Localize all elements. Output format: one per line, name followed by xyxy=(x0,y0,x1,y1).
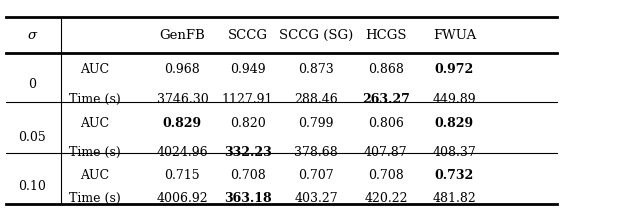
Text: HCGS: HCGS xyxy=(365,29,406,42)
Text: 0.829: 0.829 xyxy=(435,117,474,130)
Text: 0.05: 0.05 xyxy=(18,131,46,144)
Text: 4024.96: 4024.96 xyxy=(157,146,208,159)
Text: Time (s): Time (s) xyxy=(69,93,120,106)
Text: AUC: AUC xyxy=(80,169,109,182)
Text: 0.868: 0.868 xyxy=(368,63,404,76)
Text: 0.949: 0.949 xyxy=(230,63,266,76)
Text: 0.10: 0.10 xyxy=(18,181,46,193)
Text: 481.82: 481.82 xyxy=(433,192,476,205)
Text: Time (s): Time (s) xyxy=(69,192,120,205)
Text: 3746.30: 3746.30 xyxy=(157,93,208,106)
Text: 1127.91: 1127.91 xyxy=(222,93,273,106)
Text: 378.68: 378.68 xyxy=(294,146,338,159)
Text: Time (s): Time (s) xyxy=(69,146,120,159)
Text: 407.87: 407.87 xyxy=(364,146,408,159)
Text: 0.715: 0.715 xyxy=(164,169,200,182)
Text: σ: σ xyxy=(28,29,36,42)
Text: SCCG (SG): SCCG (SG) xyxy=(279,29,353,42)
Text: 0.806: 0.806 xyxy=(368,117,404,130)
Text: 288.46: 288.46 xyxy=(294,93,338,106)
Text: 403.27: 403.27 xyxy=(294,192,338,205)
Text: 0.707: 0.707 xyxy=(298,169,334,182)
Text: AUC: AUC xyxy=(80,117,109,130)
Text: SCCG: SCCG xyxy=(228,29,268,42)
Text: 408.37: 408.37 xyxy=(433,146,476,159)
Text: 0.732: 0.732 xyxy=(435,169,474,182)
Text: 0.968: 0.968 xyxy=(164,63,200,76)
Text: FWUA: FWUA xyxy=(433,29,476,42)
Text: 0: 0 xyxy=(28,78,36,91)
Text: 4006.92: 4006.92 xyxy=(157,192,208,205)
Text: 420.22: 420.22 xyxy=(364,192,408,205)
Text: 332.23: 332.23 xyxy=(224,146,271,159)
Text: 363.18: 363.18 xyxy=(224,192,271,205)
Text: 0.708: 0.708 xyxy=(230,169,266,182)
Text: 449.89: 449.89 xyxy=(433,93,476,106)
Text: AUC: AUC xyxy=(80,63,109,76)
Text: 0.873: 0.873 xyxy=(298,63,334,76)
Text: 0.799: 0.799 xyxy=(298,117,334,130)
Text: 0.972: 0.972 xyxy=(435,63,474,76)
Text: 0.829: 0.829 xyxy=(163,117,202,130)
Text: 0.708: 0.708 xyxy=(368,169,404,182)
Text: 0.820: 0.820 xyxy=(230,117,266,130)
Text: 263.27: 263.27 xyxy=(362,93,410,106)
Text: GenFB: GenFB xyxy=(159,29,205,42)
